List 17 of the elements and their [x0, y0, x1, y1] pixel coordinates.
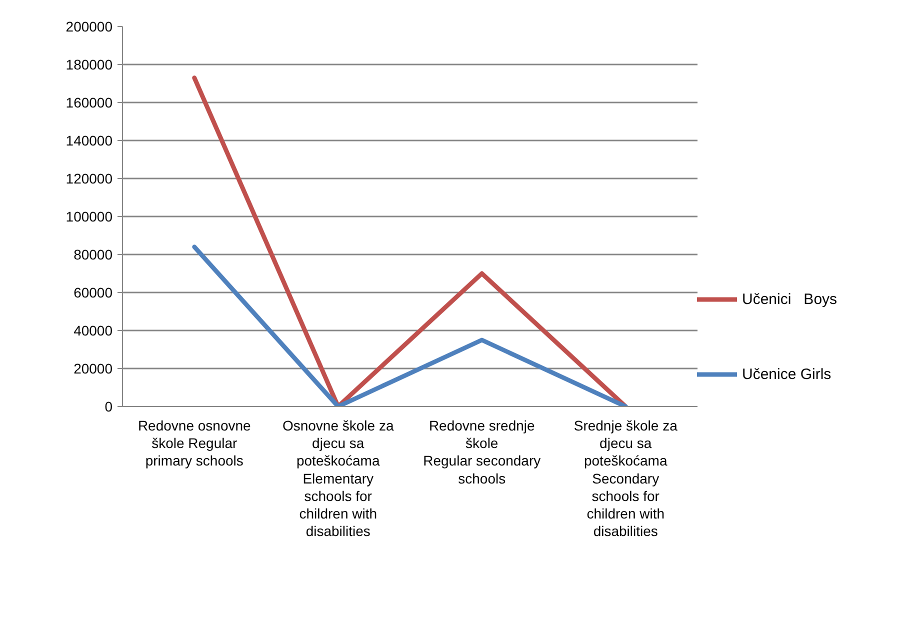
y-tick-label: 140000: [66, 132, 113, 148]
x-tick-label: Osnovne škole za djecu sa poteškoćama Elementary schools for children with disabilities: [282, 418, 394, 540]
y-tick-label: 160000: [66, 94, 113, 110]
x-tick-label: Redovne srednje škole Regular secondary schools: [423, 418, 541, 486]
y-tick-label: 80000: [74, 246, 113, 262]
x-tick-label: Redovne osnovne škole Regular primary schools: [138, 418, 252, 469]
legend-label: Učenice Girls: [742, 366, 832, 382]
x-tick-label: Srednje škole za djecu sa poteškoćama Secondary schools for children with disabilities: [574, 418, 678, 540]
y-tick-label: 200000: [66, 18, 113, 34]
y-tick-label: 20000: [74, 360, 113, 376]
y-tick-label: 100000: [66, 208, 113, 224]
y-tick-label: 180000: [66, 56, 113, 72]
y-tick-label: 40000: [74, 322, 113, 338]
y-tick-label: 0: [104, 398, 113, 414]
y-tick-label: 120000: [66, 170, 113, 186]
y-tick-label: 60000: [74, 284, 113, 300]
legend-label: Učenici Boys: [742, 290, 838, 308]
